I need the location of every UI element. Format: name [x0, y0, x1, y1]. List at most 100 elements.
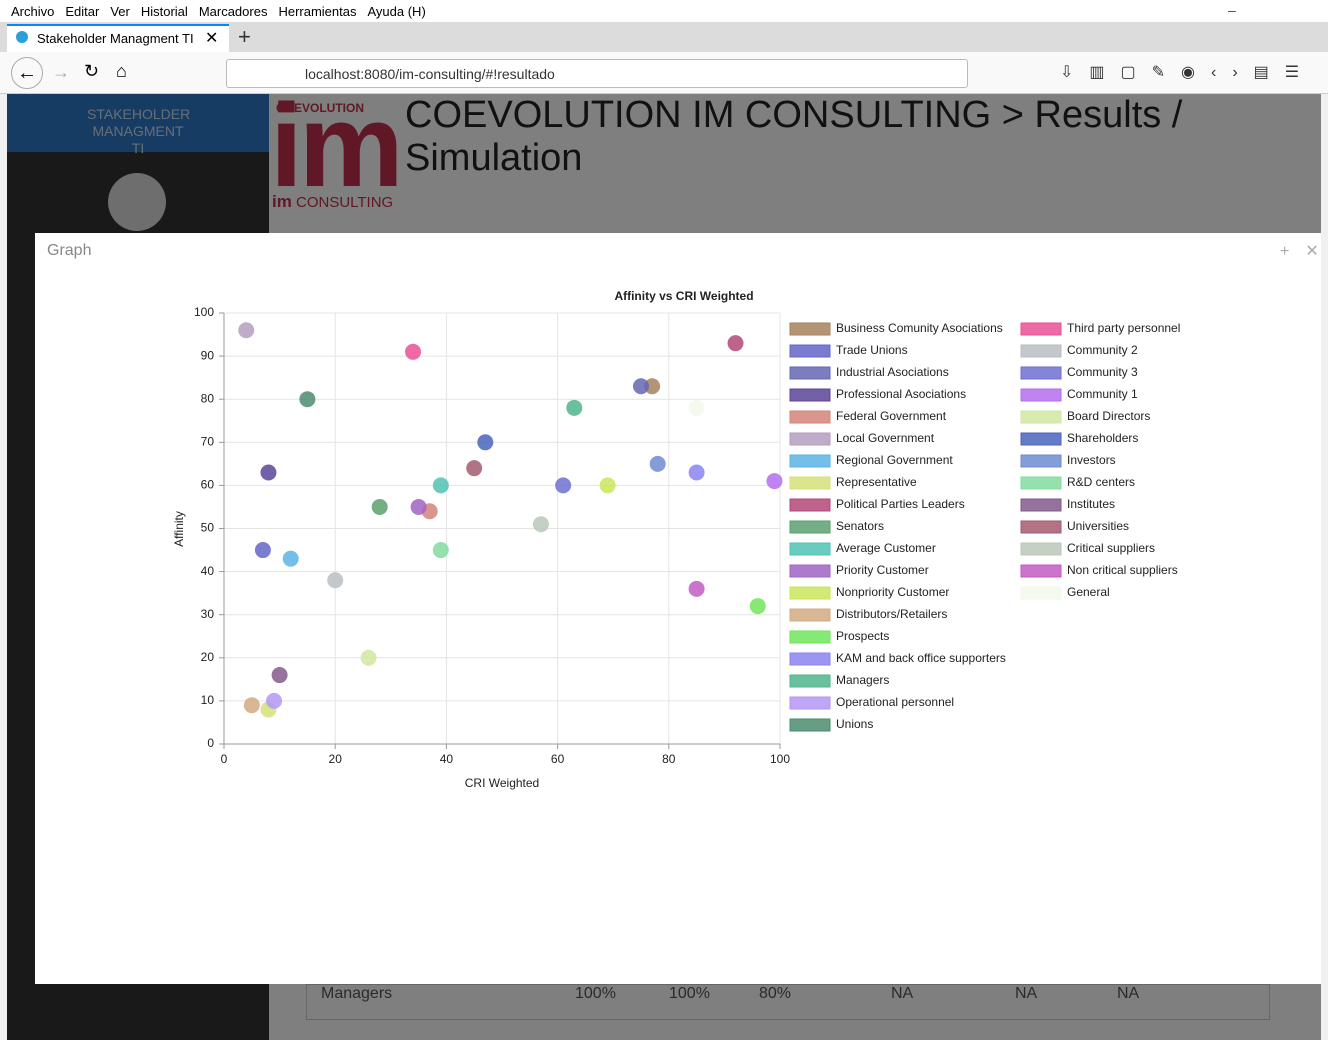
back-button[interactable]: ←: [11, 57, 43, 89]
x-axis-label: CRI Weighted: [465, 776, 539, 790]
legend-swatch: [789, 652, 831, 666]
y-tick-label: 100: [194, 305, 214, 319]
point: [599, 477, 616, 494]
x-tick-label: 0: [221, 752, 228, 766]
point: [360, 649, 377, 666]
forward-button[interactable]: →: [52, 62, 70, 82]
tab[interactable]: Stakeholder Managment TI: [7, 24, 229, 52]
menu-item[interactable]: Editar: [65, 4, 100, 19]
x-tick-label: 60: [551, 752, 565, 766]
legend-swatch: [1020, 432, 1062, 446]
legend-swatch: [789, 542, 831, 556]
menu-item[interactable]: Marcadores: [198, 4, 268, 19]
point: [238, 322, 255, 339]
legend-label: Investors: [1067, 453, 1116, 467]
legend-label: Representative: [836, 475, 917, 489]
y-tick-label: 60: [201, 478, 215, 492]
menu-item[interactable]: Ver: [110, 4, 130, 19]
point: [555, 477, 572, 494]
legend-label: Federal Government: [836, 409, 947, 423]
y-tick-label: 20: [201, 650, 215, 664]
y-tick-label: 80: [201, 391, 215, 405]
menu-item[interactable]: Archivo: [11, 4, 55, 19]
legend-label: Operational personnel: [836, 695, 954, 709]
point: [243, 697, 260, 714]
modal-title: Graph: [47, 242, 92, 259]
tab-close[interactable]: ✕: [205, 30, 219, 47]
legend-label: Critical suppliers: [1067, 541, 1155, 555]
legend-label: Regional Government: [836, 453, 953, 467]
legend-label: Community 2: [1067, 343, 1138, 357]
legend-label: Unions: [836, 717, 873, 731]
point: [749, 598, 766, 615]
legend-swatch: [1020, 344, 1062, 358]
legend-swatch: [789, 608, 831, 622]
point: [405, 343, 422, 360]
legend-swatch: [789, 454, 831, 468]
x-tick-label: 40: [440, 752, 454, 766]
point: [766, 473, 783, 490]
url-bar[interactable]: localhost:8080/im-consulting/#!resultado: [226, 59, 968, 88]
legend-label: Institutes: [1067, 497, 1115, 511]
point: [260, 464, 277, 481]
point: [410, 498, 427, 515]
legend-swatch: [1020, 542, 1062, 556]
x-tick-label: 80: [662, 752, 676, 766]
tab-icon: [16, 31, 28, 43]
legend-label: General: [1067, 585, 1110, 599]
legend-swatch: [789, 498, 831, 512]
point: [688, 464, 705, 481]
point: [688, 580, 705, 597]
menu-item[interactable]: Ayuda (H): [367, 4, 426, 19]
point: [371, 498, 388, 515]
point: [432, 542, 449, 559]
legend-label: KAM and back office supporters: [836, 651, 1006, 665]
modal: [35, 233, 1321, 984]
point: [649, 455, 666, 472]
y-tick-label: 40: [201, 564, 215, 578]
menu-item[interactable]: Herramientas: [278, 4, 357, 19]
toolbar-icons[interactable]: ⇩▥▢✎◉‹›▤☰: [1060, 64, 1316, 81]
point: [466, 460, 483, 477]
home-button[interactable]: ⌂: [116, 61, 127, 81]
legend-label: Political Parties Leaders: [836, 497, 965, 511]
legend-swatch: [789, 674, 831, 688]
legend-swatch: [789, 322, 831, 336]
legend-swatch: [789, 432, 831, 446]
point: [727, 335, 744, 352]
tab-title: Stakeholder Managment TI: [37, 31, 194, 46]
modal-controls[interactable]: +✕: [1280, 243, 1319, 260]
legend-swatch: [1020, 410, 1062, 424]
legend-label: Managers: [836, 673, 889, 687]
legend-label: Distributors/Retailers: [836, 607, 947, 621]
y-tick-label: 70: [201, 434, 215, 448]
point: [644, 378, 661, 395]
point: [477, 434, 494, 451]
point: [282, 550, 299, 567]
legend-label: Priority Customer: [836, 563, 929, 577]
legend-swatch: [1020, 586, 1062, 600]
legend-label: Business Comunity Asociations: [836, 321, 1003, 335]
y-tick-label: 90: [201, 348, 215, 362]
point: [532, 516, 549, 533]
legend-label: Shareholders: [1067, 431, 1138, 445]
reload-button[interactable]: ↻: [84, 61, 100, 81]
legend-swatch: [1020, 498, 1062, 512]
legend-label: Community 1: [1067, 387, 1138, 401]
point: [271, 667, 288, 684]
legend-swatch: [789, 564, 831, 578]
legend-label: Senators: [836, 519, 884, 533]
legend-swatch: [1020, 564, 1062, 578]
legend-swatch: [789, 476, 831, 490]
menu-item[interactable]: Historial: [140, 4, 188, 19]
legend-label: Non critical suppliers: [1067, 563, 1178, 577]
legend-swatch: [789, 366, 831, 380]
legend-swatch: [1020, 366, 1062, 380]
legend-swatch: [789, 586, 831, 600]
legend-swatch: [1020, 454, 1062, 468]
new-tab[interactable]: +: [238, 24, 251, 49]
legend-label: Prospects: [836, 629, 889, 643]
legend-label: Trade Unions: [836, 343, 908, 357]
